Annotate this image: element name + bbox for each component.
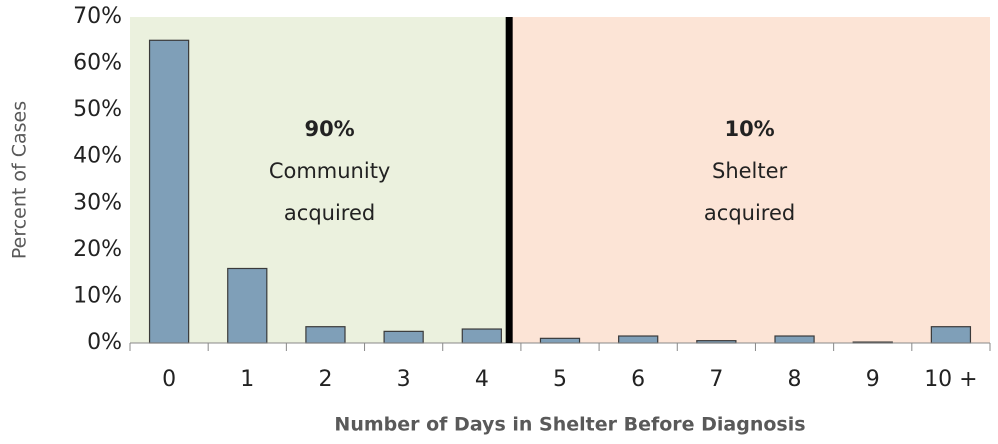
bar — [539, 337, 581, 344]
shelter-region — [509, 17, 990, 343]
y-tick-label: 20% — [73, 237, 122, 262]
bar — [383, 330, 424, 344]
y-tick-label: 70% — [73, 4, 122, 29]
x-tick-label: 10 + — [924, 367, 977, 392]
bar — [930, 326, 972, 344]
y-axis-title: Percent of Cases — [9, 101, 31, 259]
annotation-text: acquired — [704, 201, 795, 225]
x-axis-title: Number of Days in Shelter Before Diagnos… — [334, 414, 805, 436]
bar — [305, 326, 346, 344]
x-tick-label: 9 — [866, 367, 880, 392]
bar — [148, 39, 190, 344]
y-tick-label: 60% — [73, 51, 122, 76]
bar — [774, 335, 815, 344]
x-tick-label: 8 — [788, 367, 802, 392]
x-tick-label: 2 — [318, 367, 332, 392]
community-region — [130, 17, 510, 343]
annotation-text: Community — [269, 159, 391, 183]
x-tick-label: 5 — [553, 367, 567, 392]
annotation-text: acquired — [284, 201, 375, 225]
y-tick-label: 0% — [87, 330, 122, 355]
annotation-value: 10% — [724, 117, 774, 141]
bar — [618, 335, 659, 344]
y-tick-label: 50% — [73, 97, 122, 122]
regions — [130, 17, 990, 343]
x-tick-label: 6 — [631, 367, 645, 392]
x-tick-label: 1 — [240, 367, 254, 392]
x-tick-label: 0 — [162, 367, 176, 392]
annotation-value: 90% — [304, 117, 354, 141]
annotation-text: Shelter — [712, 159, 788, 183]
x-tick-label: 7 — [709, 367, 723, 392]
bar — [227, 267, 268, 344]
x-tick-label: 4 — [475, 367, 489, 392]
y-tick-label: 10% — [73, 283, 122, 308]
bar — [461, 328, 502, 344]
y-tick-label: 30% — [73, 190, 122, 215]
y-tick-label: 40% — [73, 144, 122, 169]
x-tick-label: 3 — [397, 367, 411, 392]
